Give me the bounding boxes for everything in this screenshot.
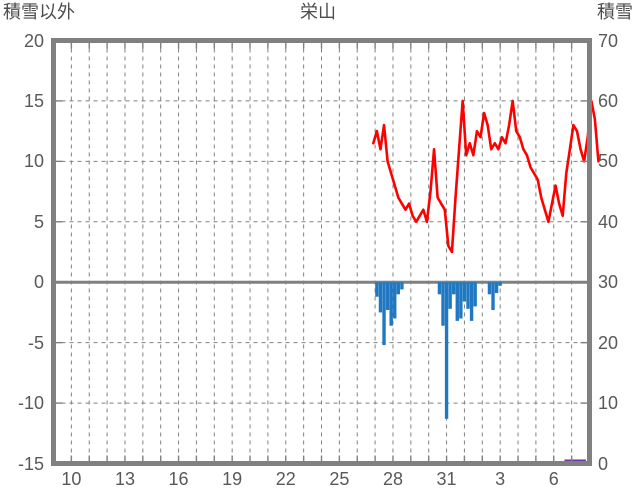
left-axis-tick-label: -5 (27, 332, 44, 353)
precipitation-bar (469, 282, 474, 321)
precipitation-bar (491, 282, 495, 311)
right-axis-tick-label: 10 (598, 393, 619, 414)
precipitation-bar (396, 282, 401, 295)
left-axis-title: 積雪以外 (3, 2, 75, 22)
precipitation-bar (462, 282, 467, 302)
x-axis-tick-label: 10 (61, 469, 82, 489)
right-axis-tick-label: 0 (598, 453, 609, 474)
x-axis-tick-label: 6 (548, 469, 559, 489)
right-axis-tick-label: 50 (598, 151, 619, 172)
right-axis-tick-label: 60 (598, 90, 619, 111)
precipitation-bar (473, 282, 477, 307)
precipitation-bar (466, 282, 470, 309)
precipitation-bar (400, 282, 404, 290)
x-axis-tick-label: 25 (329, 469, 350, 489)
x-axis-tick-label: 22 (275, 469, 296, 489)
left-axis-tick-label: 0 (33, 272, 44, 293)
precipitation-bar (437, 282, 442, 295)
x-axis-tick-label: 28 (382, 469, 403, 489)
precipitation-bar (382, 282, 386, 346)
plot-frame (51, 38, 592, 466)
left-axis-tick-label: -15 (17, 453, 44, 474)
precipitation-bar (487, 282, 492, 295)
x-axis-tick-label: 3 (495, 469, 506, 489)
x-axis-tick-label: 19 (222, 469, 243, 489)
right-axis-title: 積雪 (597, 2, 633, 22)
x-axis-tick-label: 16 (168, 469, 189, 489)
right-axis-tick-label: 40 (598, 211, 619, 232)
precipitation-bar (498, 282, 502, 286)
left-axis-tick-label: 20 (23, 30, 44, 51)
right-axis-tick-label: 30 (598, 272, 619, 293)
left-axis-tick-label: -10 (17, 393, 44, 414)
precipitation-bar (389, 282, 393, 326)
left-axis-tick-label: 5 (33, 211, 44, 232)
precipitation-bar (444, 282, 449, 419)
precipitation-bar (441, 282, 445, 326)
precipitation-bar (378, 282, 383, 313)
precipitation-bar (448, 282, 452, 309)
precipitation-bar (385, 282, 390, 311)
right-axis-tick-label: 20 (598, 332, 619, 353)
precipitation-bar (452, 282, 456, 295)
precipitation-bar (459, 282, 463, 319)
precipitation-bar (455, 282, 459, 321)
left-axis-tick-label: 15 (23, 90, 44, 111)
right-axis-tick-label: 70 (598, 30, 619, 51)
x-axis-tick-label: 13 (114, 469, 135, 489)
precipitation-bar (375, 282, 379, 297)
precipitation-bar (494, 282, 499, 294)
chart-title: 栄山 (300, 2, 336, 22)
x-axis-tick-label: 31 (436, 469, 457, 489)
precipitation-bar (393, 282, 397, 319)
snow-depth-line (372, 99, 600, 254)
left-axis-tick-label: 10 (23, 151, 44, 172)
